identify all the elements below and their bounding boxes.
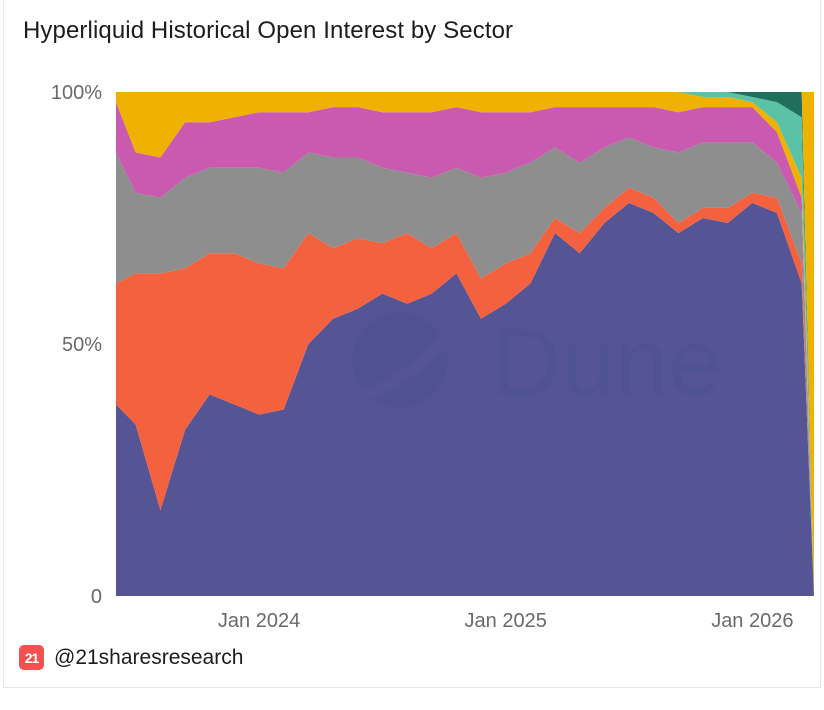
- chart-title: Hyperliquid Historical Open Interest by …: [23, 17, 514, 44]
- watermark-text: Dune: [492, 309, 722, 416]
- footer: 21 @21sharesresearch: [19, 645, 243, 670]
- chart-card: Hyperliquid Historical Open Interest by …: [3, 0, 821, 688]
- area-series-1: [116, 202, 814, 596]
- area-series-4: [116, 102, 814, 596]
- x-tick-label: Jan 2024: [218, 610, 300, 632]
- y-axis-ticks: 100% 50% 0: [51, 82, 102, 608]
- stacked-areas: [116, 92, 814, 597]
- y-tick-label: 100%: [51, 82, 102, 104]
- area-series-2: [116, 187, 814, 597]
- dune-logo-swoosh-icon: [360, 335, 446, 400]
- x-tick-label: Jan 2025: [465, 610, 547, 632]
- x-axis-ticks: Jan 2024 Jan 2025 Jan 2026: [218, 610, 794, 632]
- y-tick-label: 0: [91, 586, 102, 608]
- x-tick-label: Jan 2026: [711, 610, 793, 632]
- 21shares-logo-icon: 21: [19, 645, 44, 670]
- footer-handle: @21sharesresearch: [54, 645, 244, 669]
- area-series-3: [116, 137, 814, 596]
- y-tick-label: 50%: [62, 334, 102, 356]
- dune-watermark: Dune: [352, 309, 722, 416]
- chart-area: Dune 100% 50% 0 Jan 2024 Jan 2025 Jan 2026: [51, 82, 814, 632]
- dune-logo-icon: [352, 312, 448, 408]
